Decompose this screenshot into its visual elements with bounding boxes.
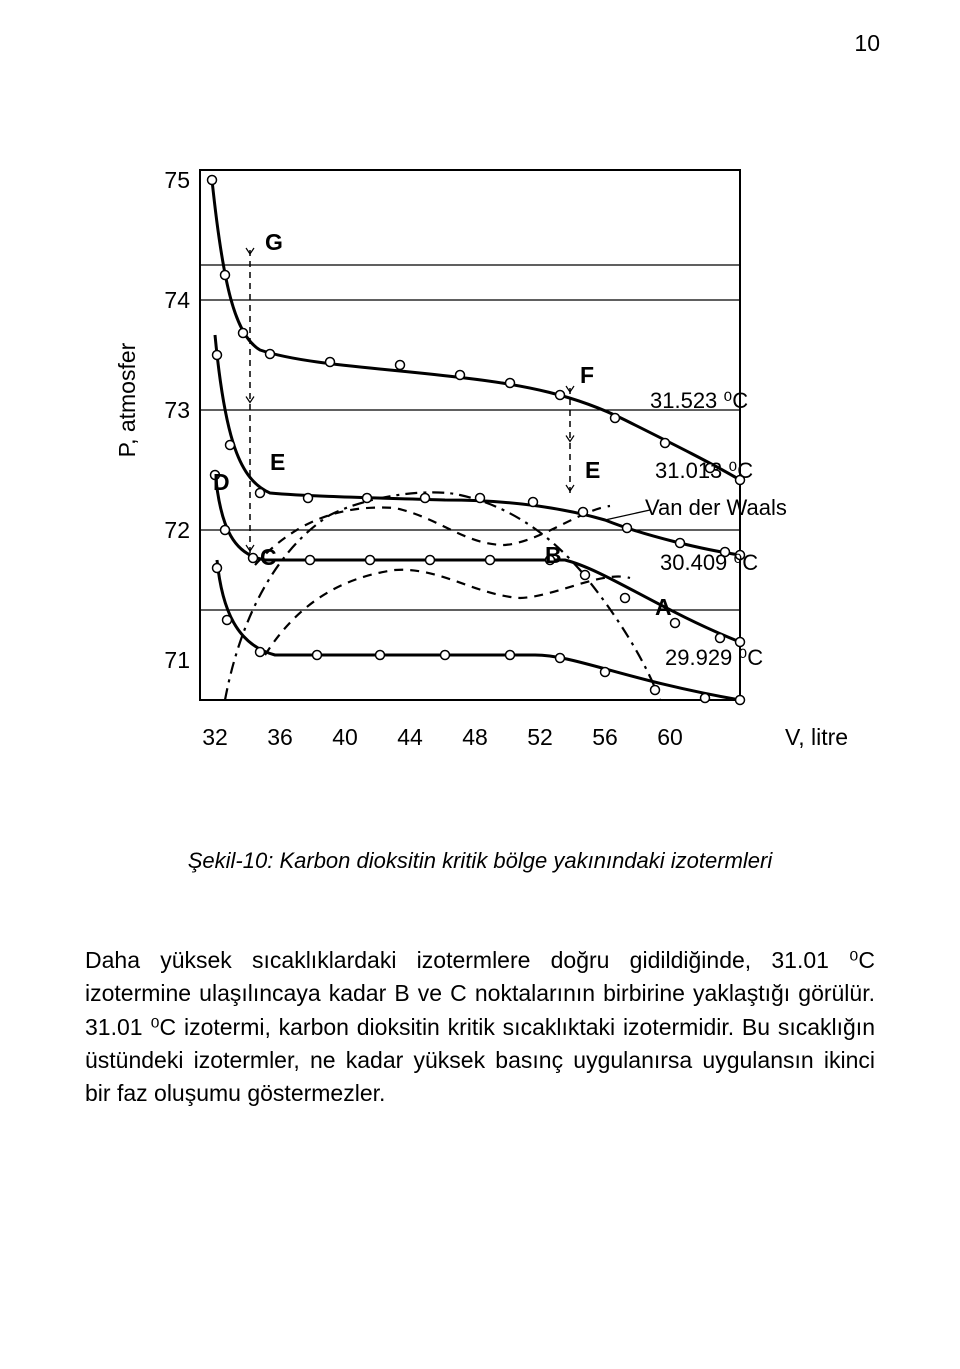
svg-text:30.409 ⁰C: 30.409 ⁰C [660,550,758,575]
isotherm-labels: 31.523 ⁰C 31.013 ⁰C Van der Waals 30.409 ⁰C… [645,388,787,670]
svg-text:G: G [265,229,283,255]
x-axis-label: V, litre [785,724,848,750]
svg-text:73: 73 [164,397,190,423]
vdw-leader [605,510,650,520]
svg-text:29.929 ⁰C: 29.929 ⁰C [665,645,763,670]
svg-text:56: 56 [592,724,618,750]
x-tick-labels: 32 36 40 44 48 52 56 60 [202,724,683,750]
svg-text:E: E [585,457,600,483]
svg-text:75: 75 [164,167,190,193]
svg-text:D: D [213,469,230,495]
svg-text:72: 72 [164,517,190,543]
svg-text:52: 52 [527,724,553,750]
svg-text:F: F [580,362,594,388]
y-tick-labels: 75 74 73 72 71 [164,167,190,673]
svg-text:36: 36 [267,724,293,750]
svg-text:48: 48 [462,724,488,750]
y-axis-label: P, atmosfer [114,342,140,457]
svg-text:40: 40 [332,724,358,750]
svg-text:31.523 ⁰C: 31.523 ⁰C [650,388,748,413]
body-paragraph: Daha yüksek sıcaklıklardaki izotermlere … [85,944,875,1111]
svg-text:31.013 ⁰C: 31.013 ⁰C [655,458,753,483]
svg-text:C: C [260,544,277,570]
svg-text:60: 60 [657,724,683,750]
vertical-dashed-connectors [246,248,574,555]
page-number: 10 [854,30,880,57]
svg-text:71: 71 [164,647,190,673]
svg-text:74: 74 [164,287,190,313]
svg-text:Van der Waals: Van der Waals [645,495,787,520]
pressure-volume-chart: P, atmosfer 75 74 73 72 71 32 36 40 44 4… [105,100,895,820]
figure-caption: Şekil-10: Karbon dioksitin kritik bölge … [180,848,780,874]
svg-text:B: B [545,542,562,568]
svg-text:32: 32 [202,724,228,750]
svg-text:A: A [655,594,672,620]
svg-text:44: 44 [397,724,423,750]
svg-text:E: E [270,449,285,475]
